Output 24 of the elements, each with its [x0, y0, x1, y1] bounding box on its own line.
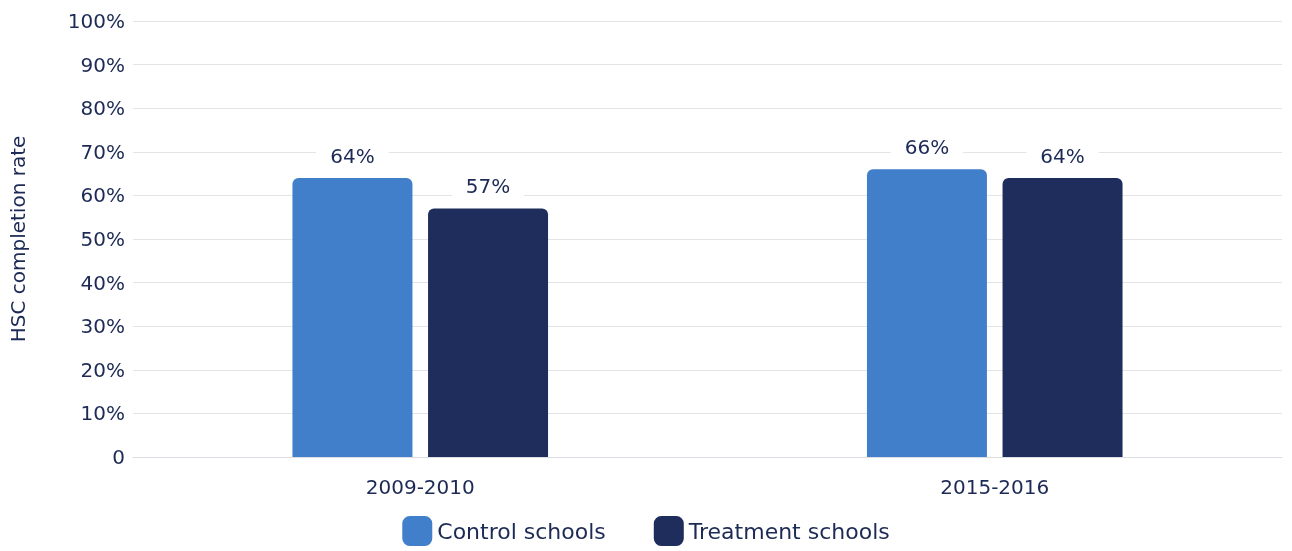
y-tick-label: 40% — [80, 270, 125, 295]
data-label: 64% — [1040, 143, 1085, 168]
y-tick-label: 80% — [80, 96, 125, 121]
y-tick-label: 100% — [67, 9, 125, 33]
bar — [428, 208, 549, 457]
y-tick-label: 60% — [80, 183, 125, 208]
y-tick-label: 0 — [112, 445, 125, 469]
bar — [866, 169, 987, 457]
data-label: 57% — [465, 174, 511, 199]
legend-label: Control schools — [437, 518, 606, 544]
x-tick-label: 2009-2010 — [365, 475, 475, 499]
data-label: 66% — [904, 135, 950, 160]
y-tick-label: 10% — [80, 401, 125, 426]
legend-label: Treatment schools — [687, 518, 890, 544]
y-tick-label: 90% — [80, 52, 125, 77]
bar — [292, 177, 413, 457]
bar — [1002, 177, 1123, 457]
x-tick-label: 2015-2016 — [940, 475, 1050, 499]
y-tick-label: 20% — [80, 357, 125, 382]
y-tick-label: 70% — [80, 139, 125, 164]
y-tick-label: 50% — [80, 227, 125, 251]
y-tick-label: 30% — [80, 314, 125, 339]
y-axis-title: HSC completion rate — [6, 135, 30, 343]
data-label: 64% — [330, 143, 375, 168]
